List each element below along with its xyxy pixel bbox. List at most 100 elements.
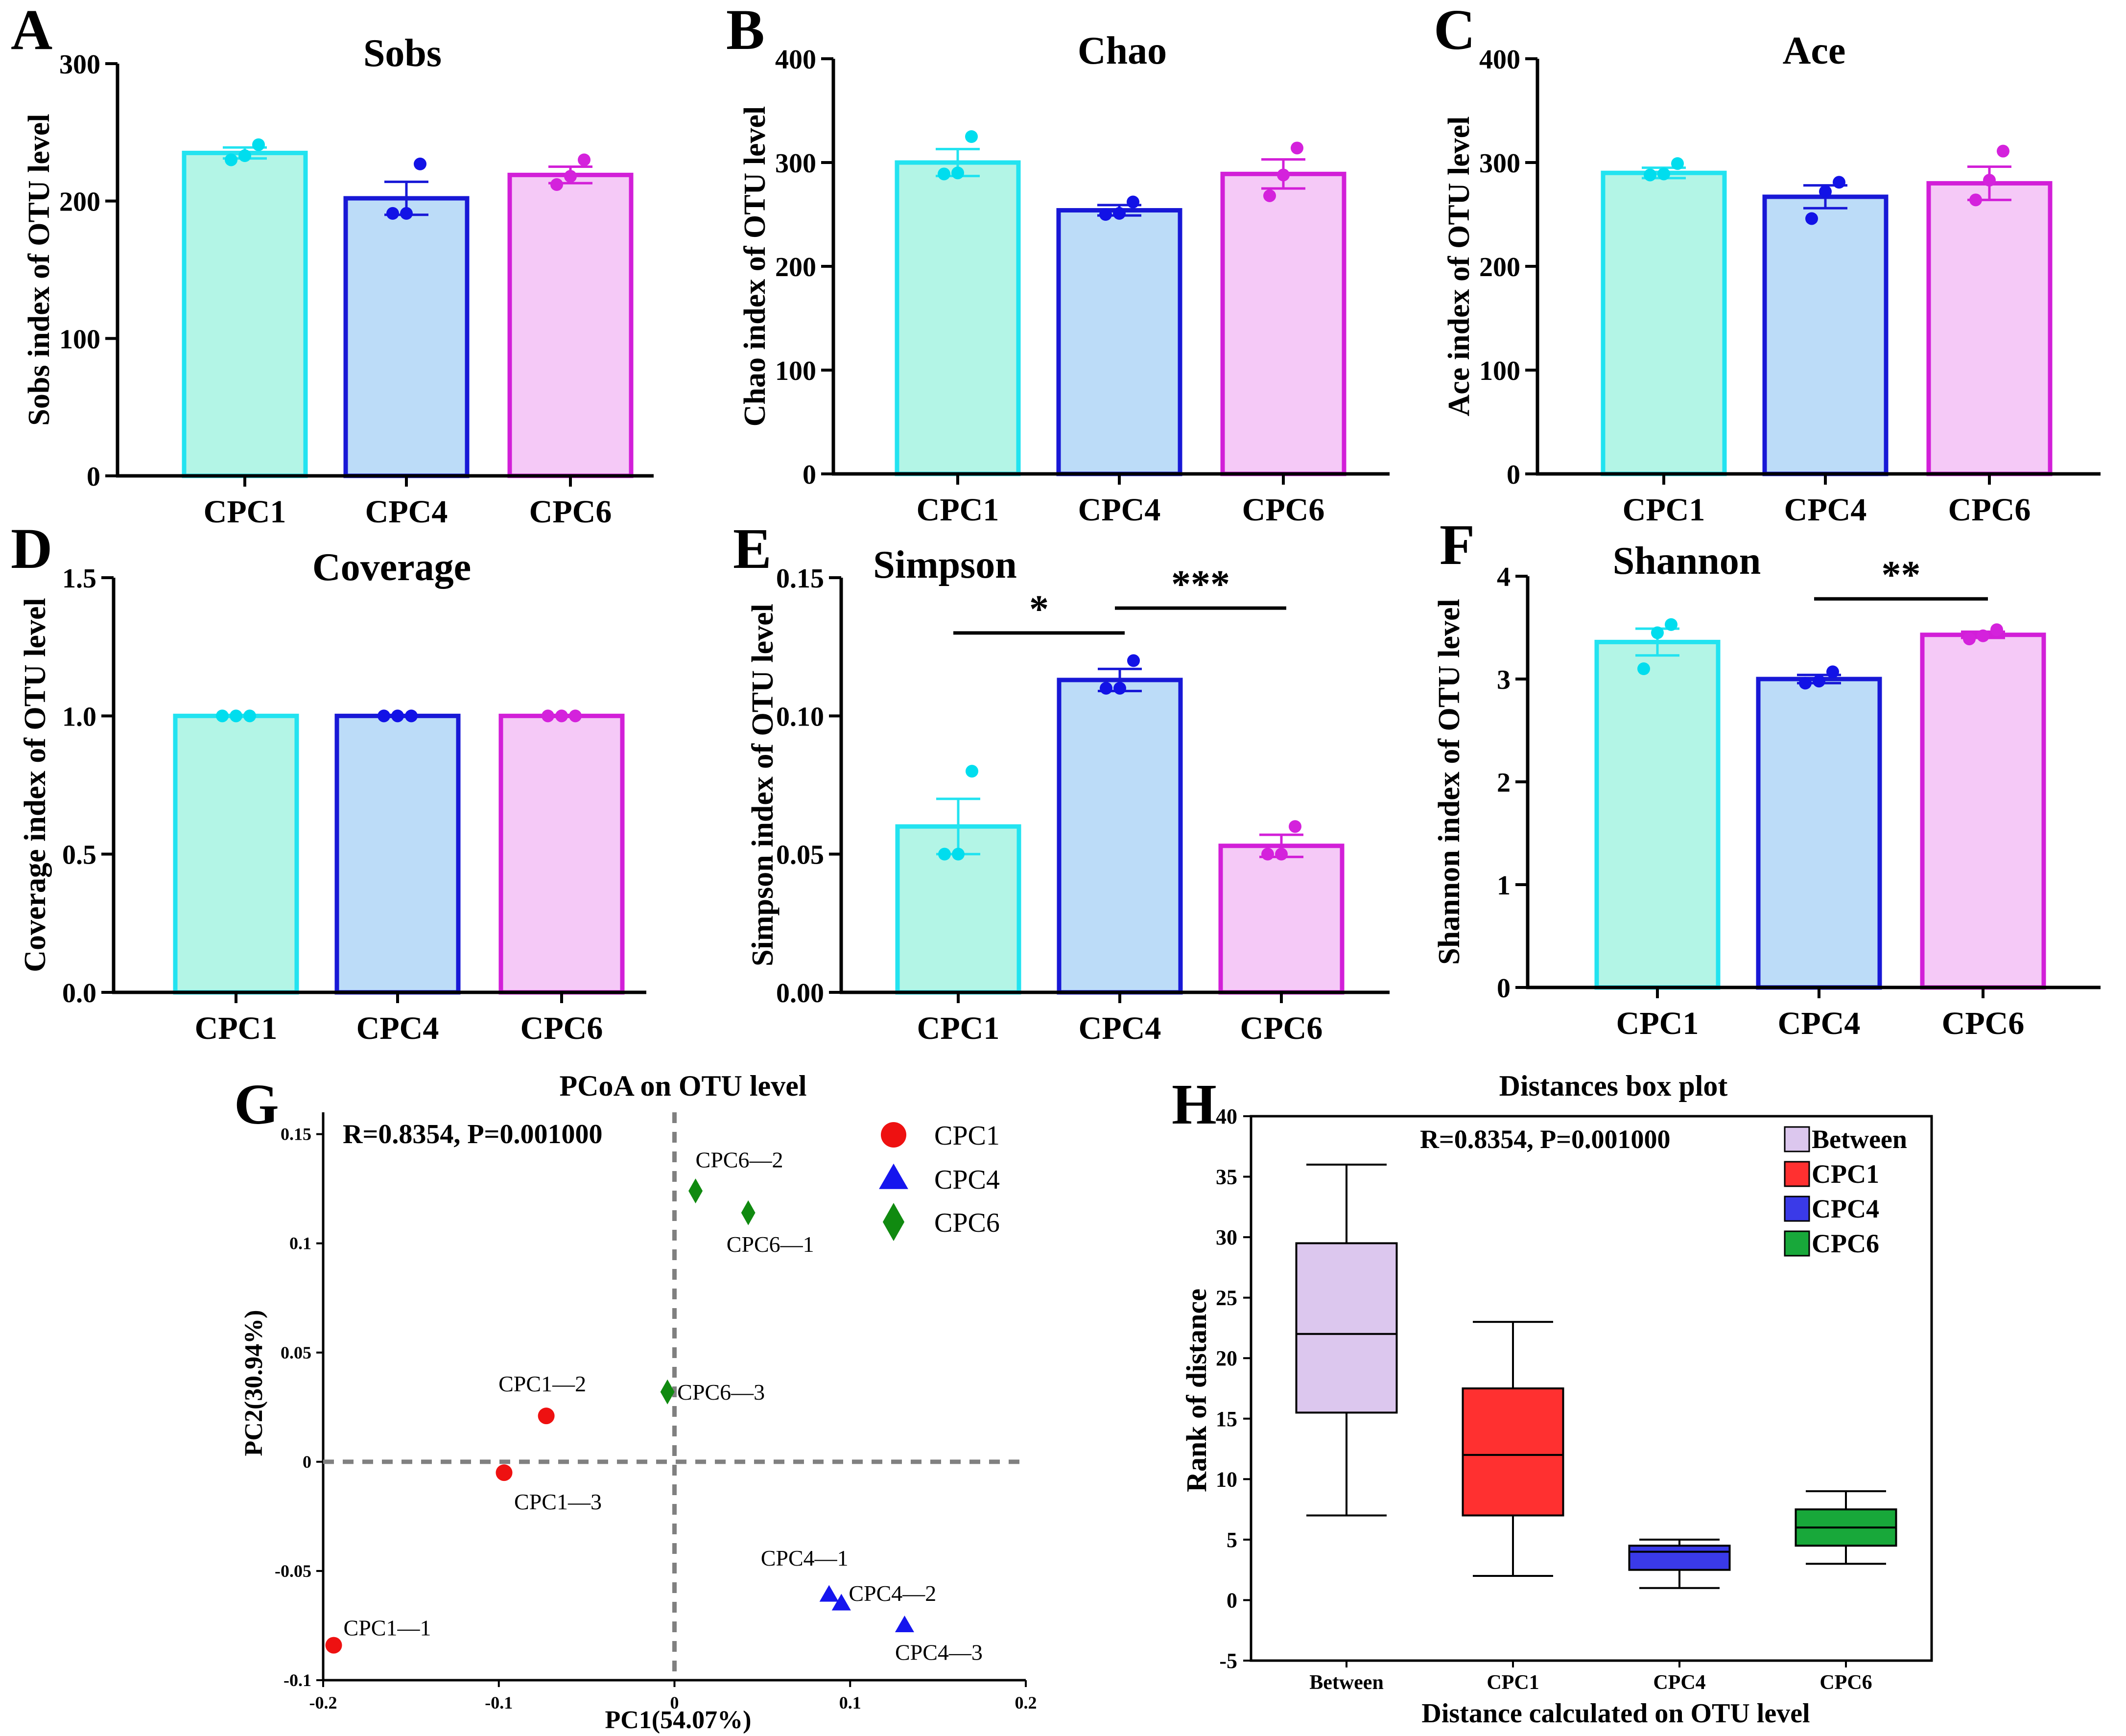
y-tick-label: 2 — [1497, 768, 1511, 798]
chart-title: PCoA on OTU level — [560, 1070, 807, 1102]
x-tick-label: CPC6 — [1942, 1006, 2025, 1041]
x-tick-label: CPC1 — [195, 1010, 278, 1046]
data-point-cpc6 — [1277, 168, 1290, 182]
y-tick-label: -0.05 — [275, 1561, 311, 1581]
legend-label: CPC4 — [934, 1165, 1000, 1195]
data-point-cpc1 — [1651, 626, 1664, 639]
x-tick-label: 0 — [670, 1693, 679, 1713]
x-tick-label: CPC4 — [1078, 492, 1161, 528]
panel-letter: F — [1440, 513, 1475, 577]
y-tick-label: 200 — [1479, 252, 1520, 282]
data-point-cpc6 — [1969, 193, 1982, 207]
data-point-cpc6 — [1983, 174, 1996, 187]
y-tick-label: 100 — [1479, 356, 1520, 386]
y-tick-label: 0.0 — [62, 978, 96, 1009]
point-label: CPC1—2 — [498, 1371, 586, 1396]
data-point-cpc6 — [550, 178, 563, 191]
y-tick-label: 300 — [59, 49, 100, 80]
legend-swatch-cpc6 — [1784, 1230, 1810, 1257]
data-point-cpc1 — [230, 709, 242, 723]
bar-cpc4 — [1057, 678, 1183, 995]
box-between — [1295, 1242, 1398, 1414]
point-label: CPC6—3 — [677, 1380, 765, 1405]
y-tick-label: 0 — [303, 1452, 311, 1472]
data-point-cpc6 — [1977, 629, 1989, 642]
scatter-point-cpc4 — [895, 1616, 915, 1633]
panel-d-coverage: D Coverage CPC1 CPC4 CPC6 0.0 0.5 1.0 1.5 Coverag… — [11, 516, 646, 1046]
chart-title: Sobs — [363, 32, 442, 75]
data-point-cpc6 — [1291, 141, 1303, 155]
bar-cpc4 — [1756, 677, 1882, 990]
y-tick-label: 0.05 — [281, 1343, 311, 1362]
panel-a-sobs: A Sobs CPC1 CPC4 CPC6 0 100 200 300 Sobs index of… — [11, 0, 654, 530]
legend-label: CPC1 — [1812, 1159, 1879, 1189]
data-point-cpc1 — [238, 149, 251, 163]
scatter-point-cpc6 — [741, 1200, 756, 1225]
panel-b-chao: B Chao CPC1 CPC4 CPC6 0 100 200 300 400 Chao index… — [726, 0, 1390, 528]
bar-cpc6 — [1920, 633, 2046, 990]
point-label: CPC4—1 — [761, 1546, 849, 1571]
bar-cpc6 — [1218, 844, 1345, 995]
annotation-r-p: R=0.8354, P=0.001000 — [1420, 1125, 1671, 1154]
y-tick-label: 0 — [1507, 460, 1520, 490]
scatter-point-cpc4 — [831, 1594, 851, 1611]
y-tick-label: 35 — [1216, 1165, 1237, 1189]
scatter-point-cpc4 — [819, 1585, 839, 1602]
y-tick-label: 100 — [59, 324, 100, 354]
x-tick-label: Between — [1309, 1671, 1384, 1694]
data-point-cpc1 — [216, 709, 229, 723]
y-tick-label: 300 — [1479, 148, 1520, 179]
panel-f-shannon: F Shannon CPC1 CPC4 CPC6 0 1 2 3 4 Shannon index o… — [1433, 513, 2101, 1041]
data-point-cpc6 — [1990, 623, 2003, 636]
y-tick-label: 30 — [1216, 1225, 1237, 1249]
data-point-cpc4 — [1799, 677, 1812, 690]
y-tick-label: 0.10 — [776, 702, 824, 732]
y-axis-label: Chao index of OTU level — [738, 106, 772, 426]
point-label: CPC4—3 — [895, 1640, 983, 1665]
x-tick-label: CPC4 — [365, 494, 448, 530]
y-tick-label: 10 — [1216, 1467, 1237, 1491]
legend-label: CPC1 — [934, 1121, 1000, 1151]
x-tick-label: CPC6 — [520, 1010, 603, 1046]
box-cpc4 — [1628, 1545, 1731, 1571]
data-point-cpc1 — [966, 765, 978, 778]
bar-cpc1 — [1601, 170, 1727, 476]
scatter-point-cpc1 — [496, 1464, 513, 1481]
y-tick-label: 0 — [803, 460, 816, 490]
x-tick-label: CPC4 — [1653, 1671, 1705, 1694]
y-tick-label: 1.5 — [62, 563, 96, 594]
bar-cpc1 — [1594, 639, 1721, 990]
data-point-cpc4 — [1113, 207, 1126, 220]
y-tick-label: 400 — [1479, 45, 1520, 75]
y-tick-label: 200 — [775, 252, 816, 282]
data-point-cpc4 — [391, 709, 404, 723]
point-label: CPC6—1 — [727, 1232, 814, 1257]
data-point-cpc6 — [1263, 189, 1276, 202]
bar-cpc4 — [334, 713, 461, 995]
x-tick-label: CPC6 — [1948, 492, 2031, 528]
data-point-cpc6 — [542, 709, 554, 723]
y-tick-label: 20 — [1216, 1346, 1237, 1370]
x-tick-label: -0.1 — [485, 1693, 513, 1713]
data-point-cpc4 — [1805, 212, 1818, 225]
legend-label: CPC6 — [934, 1208, 1000, 1238]
point-label: CPC1—1 — [344, 1616, 431, 1641]
y-tick-label: -0.1 — [283, 1670, 311, 1690]
x-tick-label: CPC4 — [356, 1010, 439, 1046]
y-tick-label: 4 — [1497, 562, 1511, 592]
data-point-cpc4 — [1100, 681, 1112, 695]
data-point-cpc6 — [1997, 144, 2009, 158]
x-tick-label: CPC6 — [1240, 1010, 1323, 1046]
data-point-cpc4 — [405, 709, 418, 723]
x-tick-label: CPC6 — [1242, 492, 1325, 528]
bar-cpc4 — [1762, 194, 1889, 476]
y-tick-label: 400 — [775, 45, 816, 75]
data-point-cpc1 — [938, 167, 950, 181]
data-point-cpc6 — [555, 709, 568, 723]
legend-swatch-between — [1784, 1126, 1810, 1152]
bar-cpc1 — [173, 713, 299, 995]
data-point-cpc1 — [965, 130, 978, 143]
data-point-cpc1 — [952, 847, 965, 861]
chart-title: Ace — [1783, 29, 1846, 72]
